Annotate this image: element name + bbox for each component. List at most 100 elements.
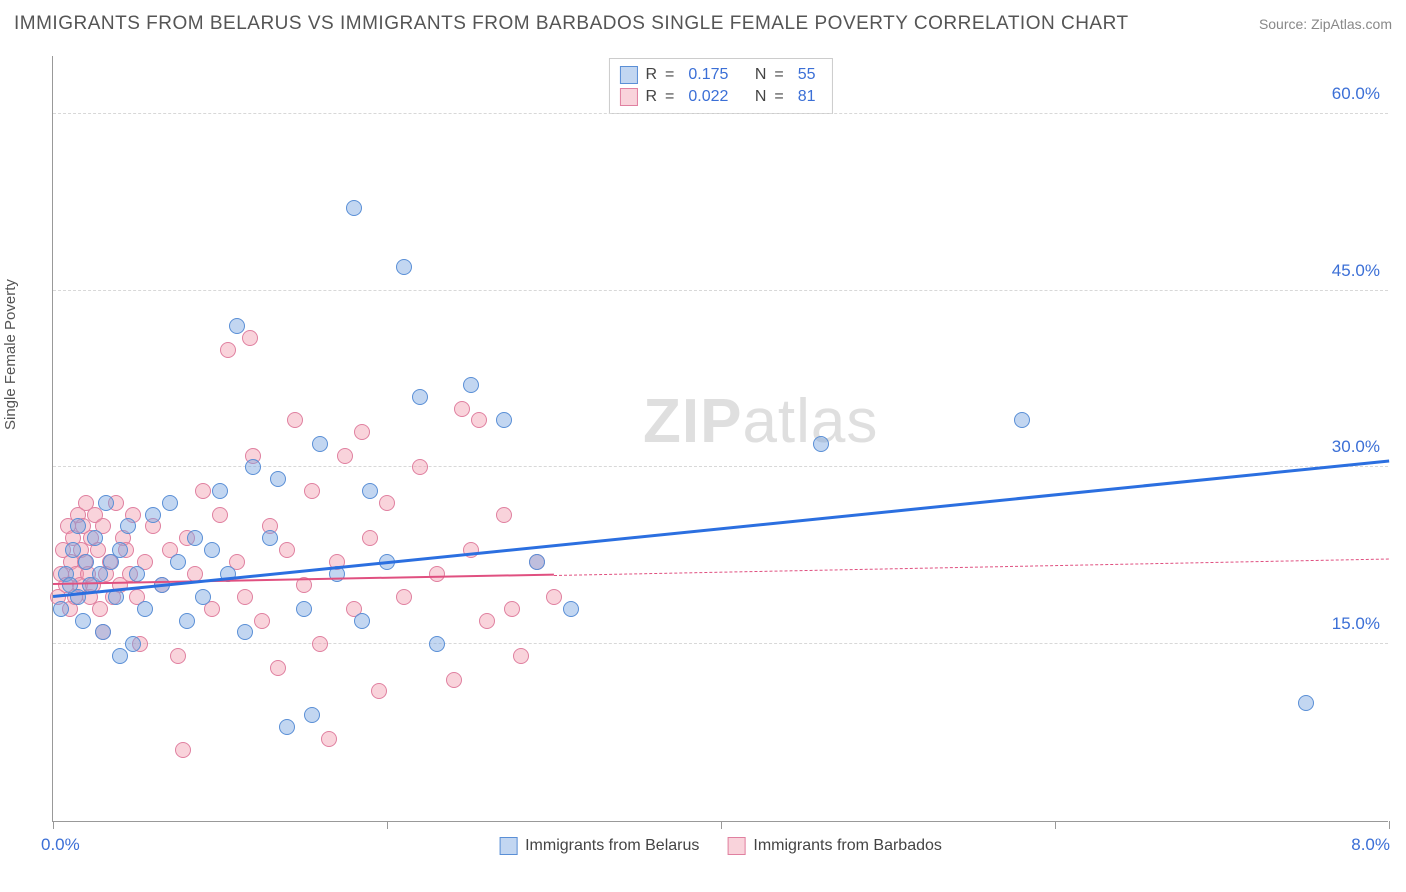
legend-eq: = bbox=[774, 86, 783, 108]
legend-N-value-2: 81 bbox=[798, 86, 816, 108]
legend-R-label: R bbox=[645, 64, 657, 86]
scatter-point bbox=[212, 483, 228, 499]
scatter-point bbox=[229, 318, 245, 334]
legend-swatch-series2-b bbox=[727, 837, 745, 855]
chart-title: IMMIGRANTS FROM BELARUS VS IMMIGRANTS FR… bbox=[14, 13, 1129, 35]
scatter-point bbox=[287, 412, 303, 428]
legend-eq: = bbox=[665, 86, 674, 108]
scatter-point bbox=[362, 483, 378, 499]
legend-swatch-series1-b bbox=[499, 837, 517, 855]
scatter-point bbox=[279, 542, 295, 558]
scatter-point bbox=[346, 200, 362, 216]
legend-swatch-series1 bbox=[619, 66, 637, 84]
scatter-point bbox=[92, 566, 108, 582]
scatter-point bbox=[279, 719, 295, 735]
scatter-point bbox=[75, 613, 91, 629]
scatter-point bbox=[170, 554, 186, 570]
scatter-point bbox=[1014, 412, 1030, 428]
scatter-point bbox=[304, 483, 320, 499]
legend-item-series2: Immigrants from Barbados bbox=[727, 837, 942, 855]
scatter-point bbox=[270, 660, 286, 676]
scatter-point bbox=[53, 601, 69, 617]
legend-eq: = bbox=[774, 64, 783, 86]
watermark-rest: atlas bbox=[742, 387, 878, 456]
scatter-point bbox=[471, 412, 487, 428]
legend-label-series1: Immigrants from Belarus bbox=[525, 837, 699, 855]
scatter-point bbox=[120, 518, 136, 534]
gridline-h bbox=[53, 643, 1388, 644]
scatter-point bbox=[112, 542, 128, 558]
plot-area: ZIPatlas R = 0.175 N = 55 R = 0.022 N = … bbox=[52, 56, 1388, 822]
scatter-point bbox=[479, 613, 495, 629]
scatter-point bbox=[296, 601, 312, 617]
x-tick bbox=[1055, 821, 1056, 829]
scatter-point bbox=[337, 448, 353, 464]
scatter-point bbox=[175, 742, 191, 758]
scatter-point bbox=[78, 554, 94, 570]
y-axis-label: Single Female Poverty bbox=[2, 279, 19, 430]
scatter-point bbox=[429, 636, 445, 652]
scatter-point bbox=[187, 530, 203, 546]
scatter-point bbox=[254, 613, 270, 629]
scatter-point bbox=[304, 707, 320, 723]
scatter-point bbox=[245, 459, 261, 475]
legend-N-label: N bbox=[755, 64, 767, 86]
scatter-point bbox=[212, 507, 228, 523]
trend-line-dashed bbox=[554, 558, 1389, 575]
scatter-point bbox=[262, 530, 278, 546]
x-tick bbox=[1389, 821, 1390, 829]
scatter-point bbox=[312, 636, 328, 652]
scatter-point bbox=[270, 471, 286, 487]
scatter-point bbox=[220, 342, 236, 358]
scatter-point bbox=[145, 507, 161, 523]
x-axis-min-label: 0.0% bbox=[41, 835, 80, 855]
watermark: ZIPatlas bbox=[643, 386, 878, 457]
scatter-point bbox=[195, 589, 211, 605]
y-tick-label: 30.0% bbox=[1332, 437, 1380, 457]
legend-R-value-2: 0.022 bbox=[688, 86, 728, 108]
legend-N-label: N bbox=[755, 86, 767, 108]
scatter-point bbox=[496, 412, 512, 428]
legend-series: Immigrants from Belarus Immigrants from … bbox=[499, 837, 942, 855]
x-tick bbox=[387, 821, 388, 829]
gridline-h bbox=[53, 113, 1388, 114]
scatter-point bbox=[312, 436, 328, 452]
scatter-point bbox=[813, 436, 829, 452]
legend-row-series1: R = 0.175 N = 55 bbox=[619, 64, 821, 86]
legend-label-series2: Immigrants from Barbados bbox=[753, 837, 942, 855]
scatter-point bbox=[429, 566, 445, 582]
gridline-h bbox=[53, 290, 1388, 291]
scatter-point bbox=[412, 389, 428, 405]
y-tick-label: 15.0% bbox=[1332, 614, 1380, 634]
scatter-point bbox=[504, 601, 520, 617]
scatter-point bbox=[87, 530, 103, 546]
legend-eq: = bbox=[665, 64, 674, 86]
trend-line bbox=[53, 459, 1389, 597]
x-axis-max-label: 8.0% bbox=[1351, 835, 1390, 855]
x-tick bbox=[721, 821, 722, 829]
legend-N-value-1: 55 bbox=[798, 64, 816, 86]
legend-R-value-1: 0.175 bbox=[688, 64, 728, 86]
scatter-point bbox=[496, 507, 512, 523]
scatter-point bbox=[321, 731, 337, 747]
scatter-point bbox=[137, 601, 153, 617]
scatter-point bbox=[65, 542, 81, 558]
scatter-point bbox=[354, 424, 370, 440]
legend-swatch-series2 bbox=[619, 88, 637, 106]
scatter-point bbox=[513, 648, 529, 664]
scatter-point bbox=[546, 589, 562, 605]
scatter-point bbox=[563, 601, 579, 617]
legend-item-series1: Immigrants from Belarus bbox=[499, 837, 699, 855]
scatter-point bbox=[396, 259, 412, 275]
scatter-point bbox=[98, 495, 114, 511]
scatter-point bbox=[237, 624, 253, 640]
x-tick bbox=[53, 821, 54, 829]
scatter-point bbox=[354, 613, 370, 629]
legend-row-series2: R = 0.022 N = 81 bbox=[619, 86, 821, 108]
scatter-point bbox=[195, 483, 211, 499]
scatter-point bbox=[129, 566, 145, 582]
scatter-point bbox=[446, 672, 462, 688]
scatter-point bbox=[371, 683, 387, 699]
watermark-bold: ZIP bbox=[643, 387, 742, 456]
legend-R-label: R bbox=[645, 86, 657, 108]
